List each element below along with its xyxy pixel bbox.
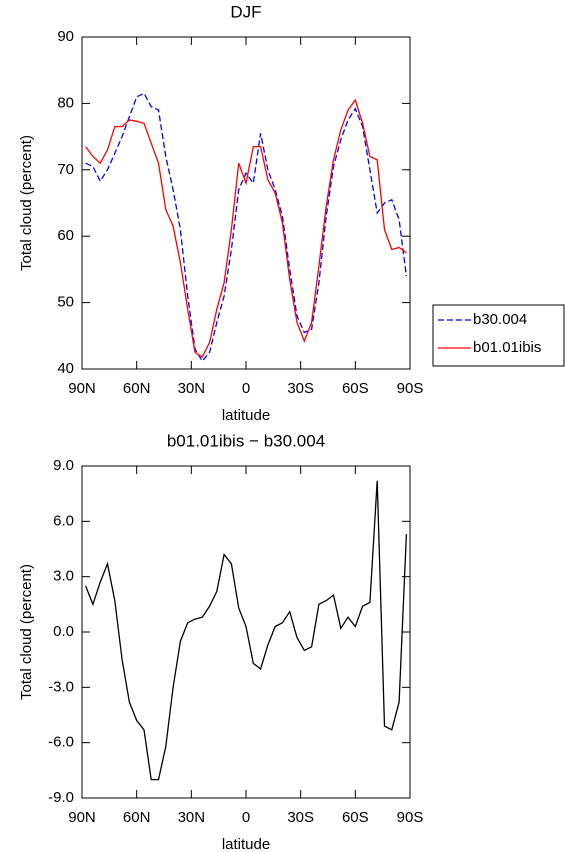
y-tick-label: -9.0 [48, 789, 74, 806]
y-tick-label: -3.0 [48, 678, 74, 695]
x-tick-label: 60N [123, 380, 151, 397]
y-tick-label: 6.0 [53, 512, 74, 529]
y-axis-label: Total cloud (percent) [18, 135, 35, 271]
legend-label: b01.01ibis [473, 339, 541, 356]
chart-title: DJF [230, 2, 261, 21]
x-tick-label: 90N [68, 809, 96, 826]
data-line [84, 480, 408, 781]
legend-box [432, 304, 565, 367]
x-tick-label: 30S [287, 380, 314, 397]
y-tick-label: 70 [57, 161, 74, 178]
x-tick-label: 0 [242, 809, 250, 826]
data-line [85, 98, 407, 358]
y-tick-label: 80 [57, 94, 74, 111]
x-axis-label: latitude [222, 407, 270, 424]
x-tick-label: 30S [287, 809, 314, 826]
x-tick-label: 60N [123, 809, 151, 826]
x-tick-label: 0 [242, 380, 250, 397]
x-tick-label: 60S [342, 809, 369, 826]
y-tick-label: -6.0 [48, 734, 74, 751]
x-tick-label: 90S [397, 809, 424, 826]
y-tick-label: 90 [57, 28, 74, 45]
y-tick-label: 9.0 [53, 457, 74, 474]
y-tick-label: 60 [57, 227, 74, 244]
x-tick-label: 90S [397, 380, 424, 397]
y-tick-label: 40 [57, 360, 74, 377]
chart-title: b01.01ibis − b30.004 [167, 431, 325, 450]
x-axis-label: latitude [222, 836, 270, 852]
y-tick-label: 50 [57, 294, 74, 311]
data-line [85, 92, 408, 363]
y-tick-label: 3.0 [53, 568, 74, 585]
x-tick-label: 60S [342, 380, 369, 397]
legend-label: b30.004 [473, 311, 527, 328]
plot-frame [81, 36, 411, 370]
x-tick-label: 30N [178, 809, 206, 826]
x-tick-label: 30N [178, 380, 206, 397]
x-tick-label: 90N [68, 380, 96, 397]
plot-frame [81, 465, 411, 799]
y-axis-label: Total cloud (percent) [18, 564, 35, 700]
y-tick-label: 0.0 [53, 623, 74, 640]
